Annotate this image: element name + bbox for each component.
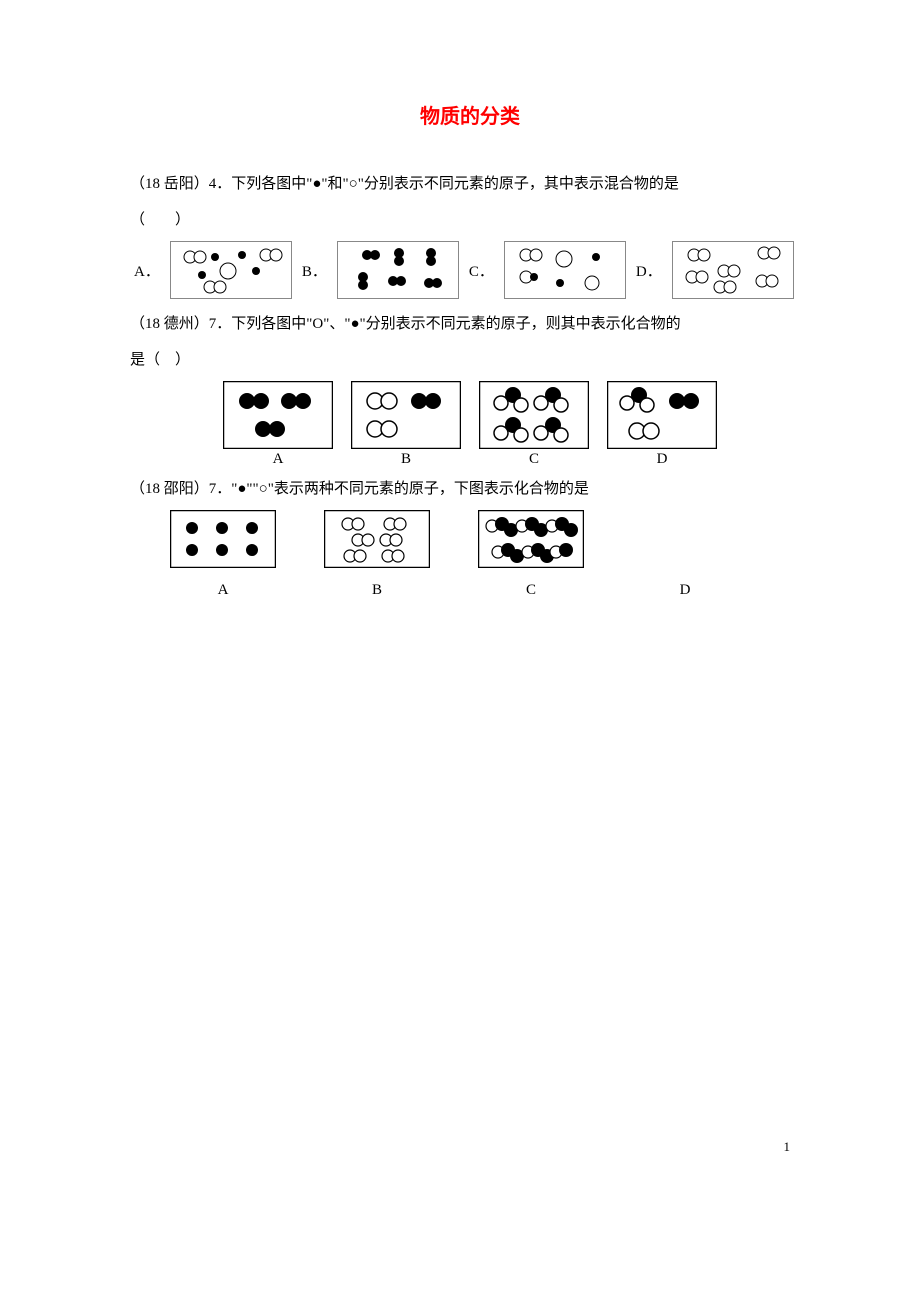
q3-stem: （18 邵阳）7．"●""○"表示两种不同元素的原子，下图表示化合物的是	[130, 474, 810, 504]
q1-options-row: A． B．	[130, 241, 810, 299]
q1-stem-line1: （18 岳阳）4．下列各图中"●"和"○"分别表示不同元素的原子，其中表示混合物…	[130, 169, 810, 199]
q3-option-a-figure	[170, 510, 276, 568]
q2-letter-b: B	[351, 451, 461, 468]
q1-option-b-figure	[337, 241, 459, 299]
q2-figures-row	[130, 381, 810, 449]
q3-option-d-figure	[632, 510, 738, 568]
page: 物质的分类 （18 岳阳）4．下列各图中"●"和"○"分别表示不同元素的原子，其…	[0, 0, 920, 1215]
q1-option-c-figure	[504, 241, 626, 299]
q2-letter-a: A	[223, 451, 333, 468]
q1-option-d-figure	[672, 241, 794, 299]
q2-option-c-figure	[479, 381, 589, 449]
q2-option-b-figure	[351, 381, 461, 449]
q1-label-a: A．	[134, 260, 160, 281]
q2-option-d-figure	[607, 381, 717, 449]
page-number: 1	[130, 1139, 810, 1155]
q2-stem-line1: （18 德州）7．下列各图中"O"、"●"分别表示不同元素的原子，则其中表示化合…	[130, 309, 810, 339]
q3-option-c-figure	[478, 510, 584, 568]
q1-label-d: D．	[636, 260, 662, 281]
q2-option-a-figure	[223, 381, 333, 449]
q1-label-c: C．	[469, 260, 494, 281]
q3-figures-row	[170, 510, 810, 568]
q2-letter-d: D	[607, 451, 717, 468]
q2-stem-line2: 是（ ）	[130, 345, 810, 375]
q3-letter-d: D	[632, 582, 738, 599]
q1-label-b: B．	[302, 260, 327, 281]
q2-letters-row: A B C D	[130, 451, 810, 468]
q3-letter-a: A	[170, 582, 276, 599]
q2-letter-c: C	[479, 451, 589, 468]
q3-option-b-figure	[324, 510, 430, 568]
q3-letter-b: B	[324, 582, 430, 599]
q1-stem-line2: （ ）	[130, 205, 810, 235]
q3-letters-row: A B C D	[170, 582, 810, 599]
q3-letter-c: C	[478, 582, 584, 599]
q1-option-a-figure	[170, 241, 292, 299]
page-title: 物质的分类	[130, 100, 810, 129]
